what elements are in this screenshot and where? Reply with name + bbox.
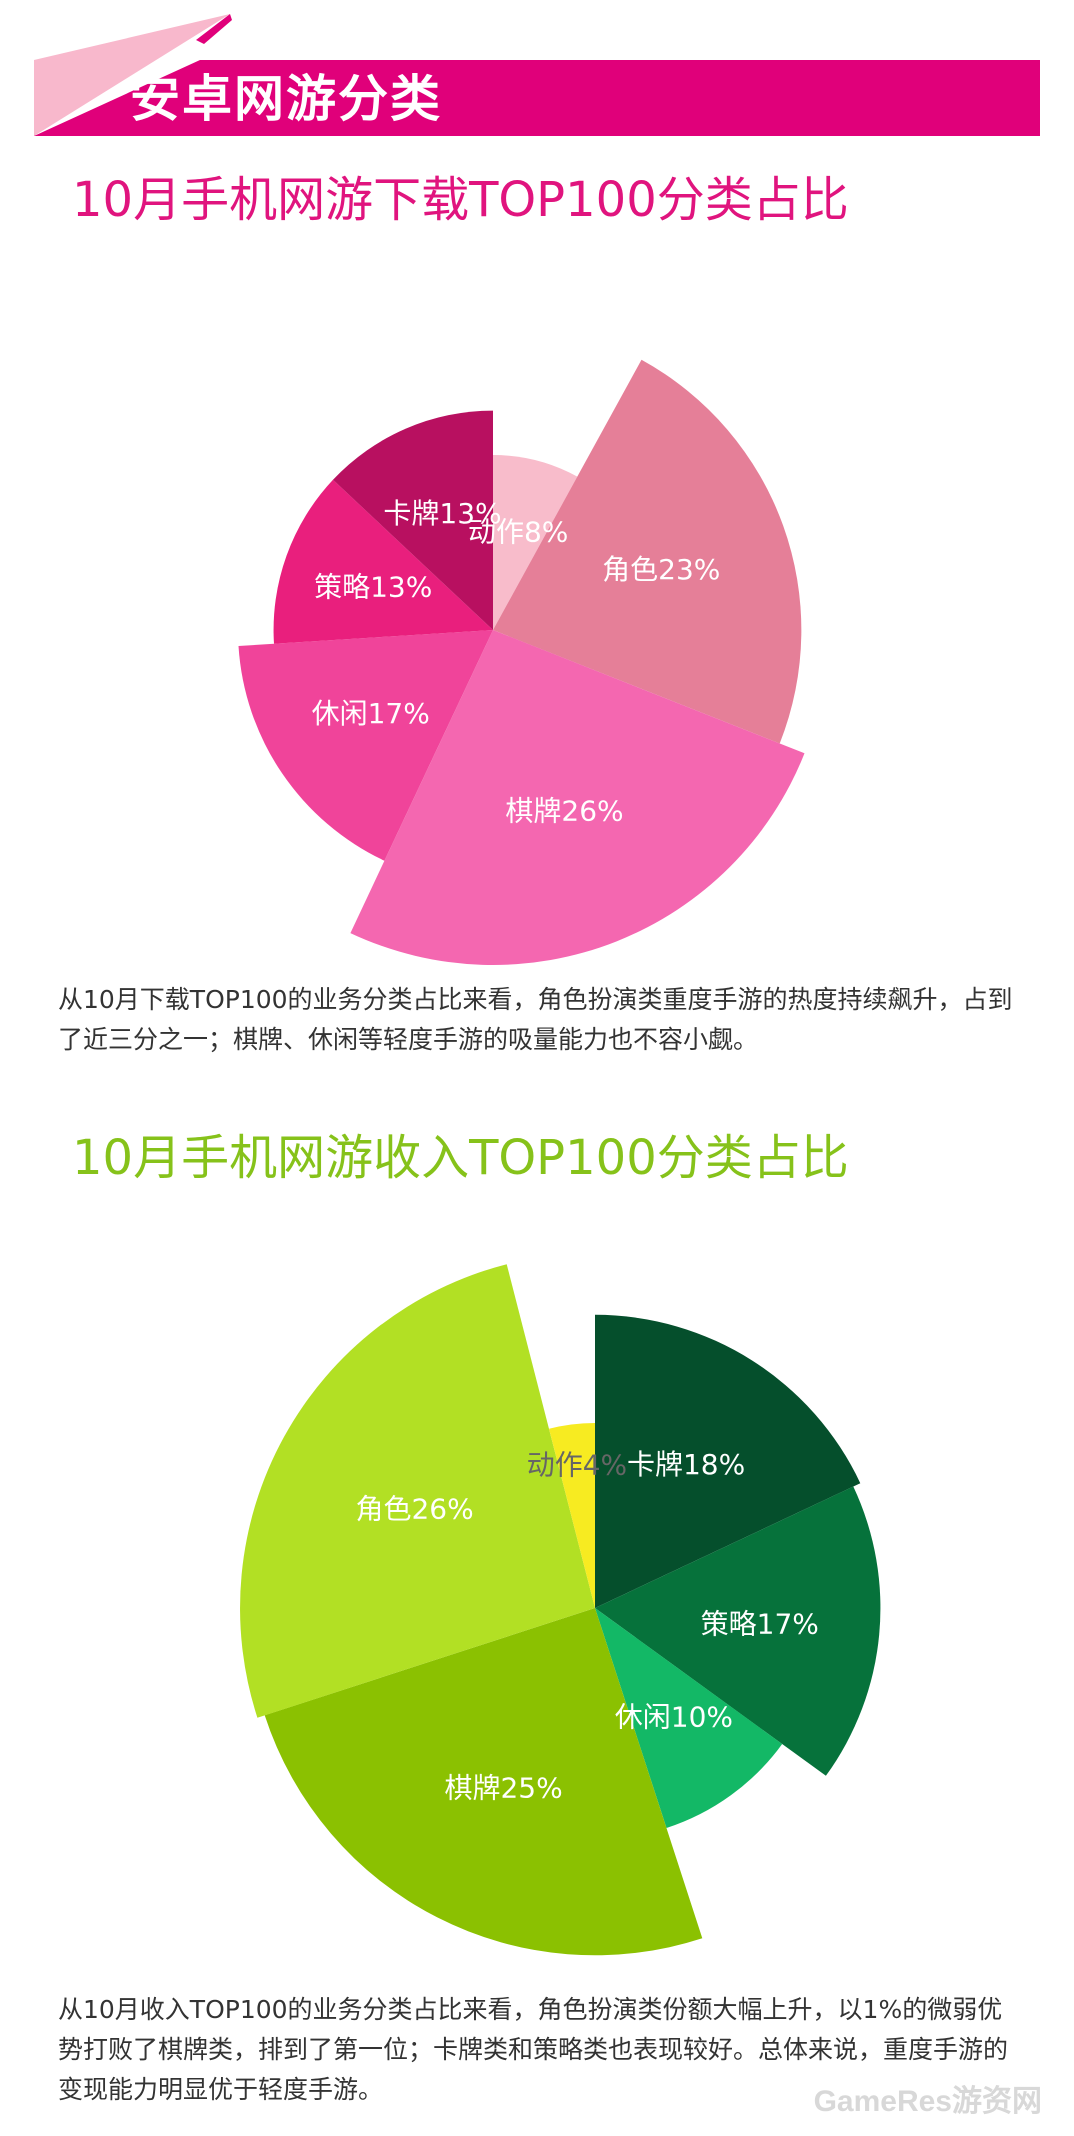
pie-slice-角色 <box>240 1264 595 1718</box>
pie-slice-卡牌 <box>333 410 493 630</box>
banner-accent-triangle <box>34 14 230 136</box>
downloads-category-chart: 动作8% 角色23% 棋牌26% 休闲17% 策略13% 卡牌13% <box>238 359 805 965</box>
slice-label-棋牌: 棋牌26% <box>505 795 623 828</box>
banner-flag <box>196 14 232 44</box>
slice-label-卡牌: 卡牌18% <box>627 1448 745 1481</box>
slice-label-角色: 角色23% <box>602 553 720 586</box>
slice-label-策略: 策略17% <box>701 1607 819 1640</box>
pie-slice-卡牌 <box>595 1314 861 1608</box>
slice-label-棋牌: 棋牌25% <box>444 1771 562 1804</box>
slice-label-动作: 动作8% <box>468 516 568 549</box>
chart-title-downloads: 10月手机网游下载TOP100分类占比 <box>72 172 849 228</box>
revenue-description: 从10月收入TOP100的业务分类占比来看，角色扮演类份额大幅上升，以1%的微弱… <box>58 1995 1009 2104</box>
section-heading: 安卓网游分类 <box>130 70 442 128</box>
watermark: GameRes游资网 <box>813 2085 1042 2118</box>
pie-slice-休闲 <box>238 630 493 861</box>
header-banner <box>34 14 1040 136</box>
slice-label-卡牌: 卡牌13% <box>383 497 501 530</box>
downloads-description: 从10月下载TOP100的业务分类占比来看，角色扮演类重度手游的热度持续飙升，占… <box>58 985 1013 1054</box>
pie-slice-动作 <box>493 454 578 630</box>
chart-title-revenue: 10月手机网游收入TOP100分类占比 <box>72 1130 849 1186</box>
pie-slice-棋牌 <box>350 630 805 965</box>
pie-slice-棋牌 <box>264 1608 703 1956</box>
slice-label-动作: 动作4% <box>527 1449 627 1482</box>
pie-slice-策略 <box>595 1486 881 1776</box>
pie-slice-动作 <box>549 1423 595 1608</box>
revenue-category-chart: 卡牌18% 策略17% 休闲10% 棋牌25% 角色26% 动作4% <box>240 1264 881 1956</box>
slice-label-角色: 角色26% <box>355 1493 473 1526</box>
slice-label-休闲: 休闲17% <box>312 697 430 730</box>
slice-label-策略: 策略13% <box>314 571 432 604</box>
pie-slice-策略 <box>273 479 493 644</box>
pie-slice-休闲 <box>595 1608 783 1828</box>
banner-bar <box>34 60 1040 136</box>
pie-slice-角色 <box>493 359 802 744</box>
slice-label-休闲: 休闲10% <box>615 1700 733 1733</box>
